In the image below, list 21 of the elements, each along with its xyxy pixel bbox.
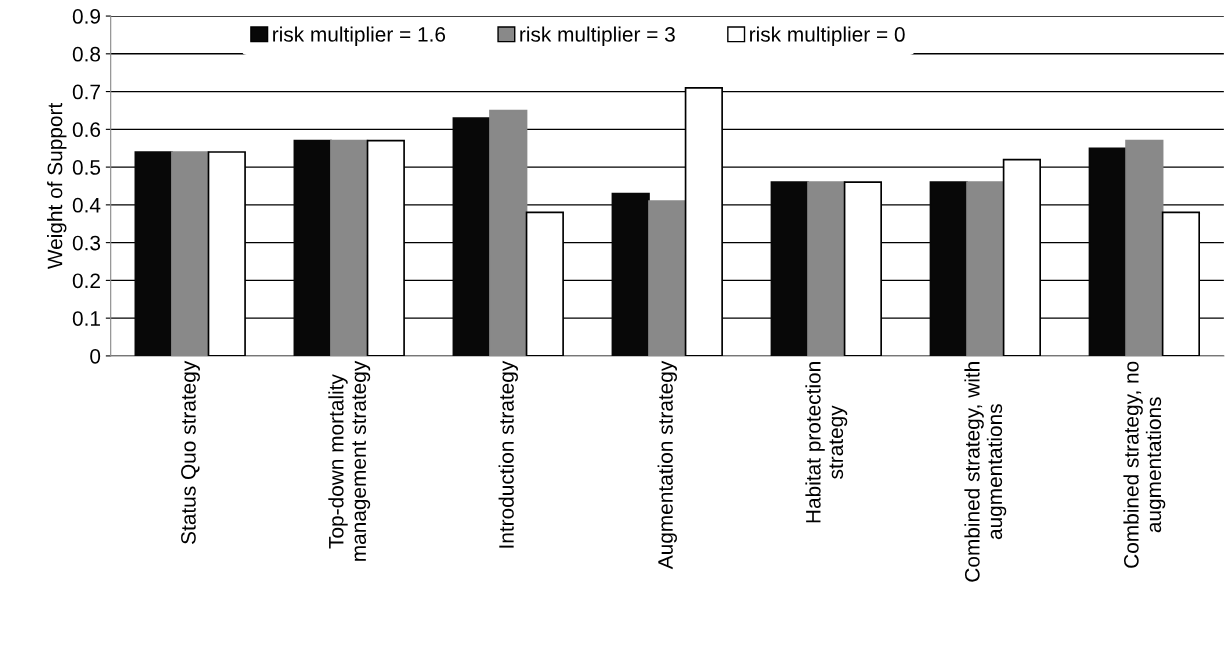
x-tick-label: Top-down mortality management strategy [328, 360, 371, 561]
y-tick-label: 0.6 [72, 122, 101, 138]
x-tick-label: Introduction strategy [498, 360, 518, 548]
y-tick-label: 0.3 [72, 235, 101, 251]
y-tick-label: 0.1 [72, 311, 100, 326]
y-tick-label: 0.8 [72, 46, 101, 62]
x-tick-label: Habitat protection strategy [805, 362, 848, 523]
y-tick-label: 0.9 [72, 9, 100, 24]
x-tick-label: Combined strategy, no augmentations [1123, 361, 1166, 568]
x-tick-label: Status Quo strategy [181, 360, 200, 544]
y-axis-title: Weight of Support [47, 102, 67, 270]
y-tick-label: 0.7 [72, 84, 100, 100]
y-tick-label: 0.2 [72, 273, 100, 289]
legend-label: risk multiplier = 0 [750, 26, 905, 46]
y-tick-label: 0 [90, 348, 101, 364]
y-tick-label: 0.5 [72, 160, 101, 175]
legend-label: risk multiplier = 3 [520, 26, 675, 46]
legend-label: risk multiplier = 1.6 [273, 26, 446, 46]
x-tick-label: Combined strategy, with augmentations [964, 362, 1007, 582]
y-tick-label: 0.4 [72, 197, 101, 213]
x-tick-label: Augmentation strategy [657, 360, 677, 570]
